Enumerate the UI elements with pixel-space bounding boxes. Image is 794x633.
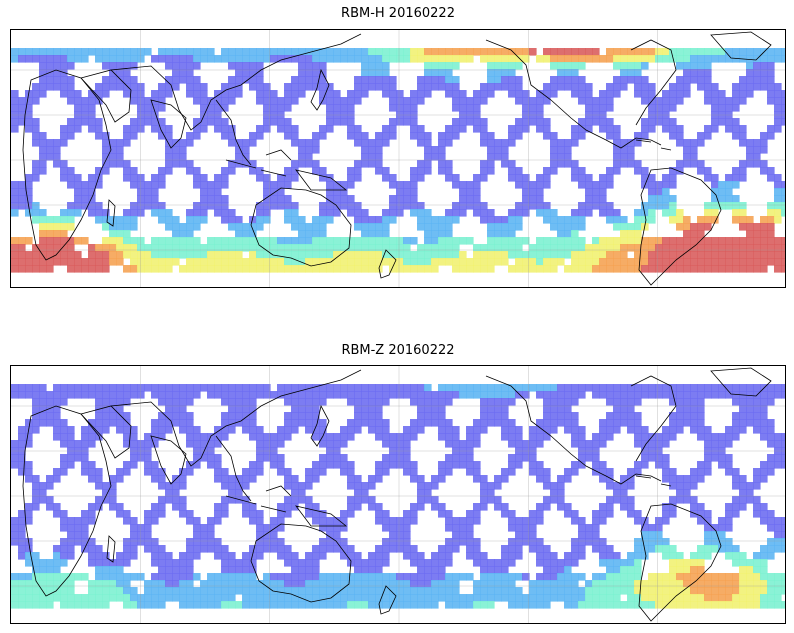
swath-layer (11, 48, 785, 273)
map-rbm-h (10, 29, 786, 288)
graticule (11, 30, 785, 287)
map-canvas-rbm-z (11, 366, 785, 623)
coastlines (22, 367, 772, 622)
panel-title-rbm-h: RBM-H 20160222 (341, 6, 455, 21)
graticule (11, 366, 785, 623)
swath-layer (11, 384, 785, 609)
panel-title-rbm-z: RBM-Z 20160222 (341, 343, 455, 358)
map-canvas-rbm-h (11, 30, 785, 287)
map-rbm-z (10, 365, 786, 624)
coastlines (22, 31, 772, 286)
